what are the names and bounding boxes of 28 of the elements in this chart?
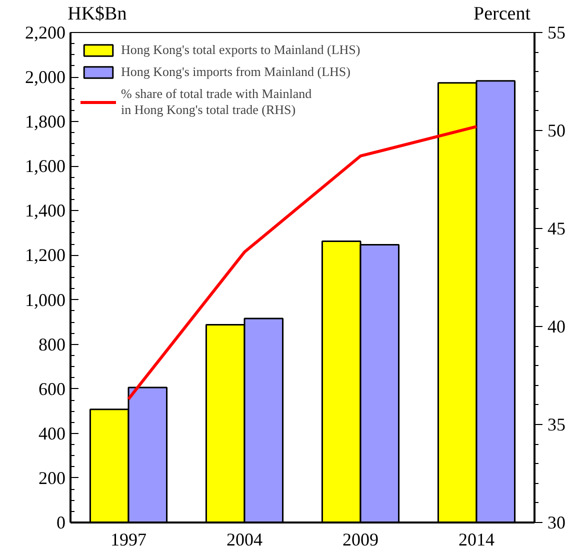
x-tick-label: 2009: [342, 530, 378, 550]
y2-tick-label: 45: [548, 218, 566, 238]
y-tick-label: 2,200: [25, 22, 66, 42]
x-tick-label: 1997: [110, 530, 146, 550]
y-axis-title: HK$Bn: [68, 4, 128, 24]
y2-axis-title: Percent: [474, 4, 532, 24]
y2-tick-label: 55: [548, 22, 566, 42]
y-tick-label: 1,200: [25, 245, 66, 266]
y-tick-label: 1,600: [25, 156, 66, 176]
y2-tick-label: 50: [548, 120, 566, 140]
y-tick-label: 2,000: [25, 67, 66, 88]
legend-label: % share of total trade with Mainland in Hong Kong's total trade (RHS): [121, 86, 312, 118]
y-tick-label: 400: [38, 423, 66, 444]
y-tick-label: 800: [38, 334, 66, 354]
x-tick-label: 2004: [226, 530, 262, 550]
y2-tick-label: 40: [548, 316, 566, 336]
y-tick-label: 200: [38, 468, 66, 488]
y-tick-label: 1,400: [25, 200, 66, 221]
y2-tick-label: 35: [548, 414, 566, 434]
y2-tick-label: 30: [548, 512, 566, 532]
line-series: [127, 125, 478, 401]
y-tick-label: 1,000: [25, 290, 66, 310]
y-tick-label: 0: [56, 512, 66, 532]
y-tick-label: 1,800: [25, 112, 66, 132]
y-tick-label: 600: [38, 378, 66, 399]
x-tick-label: 2014: [458, 530, 494, 550]
legend-label: Hong Kong's imports from Mainland (LHS): [121, 64, 350, 80]
legend-label: Hong Kong's total exports to Mainland (LHS): [121, 42, 360, 58]
